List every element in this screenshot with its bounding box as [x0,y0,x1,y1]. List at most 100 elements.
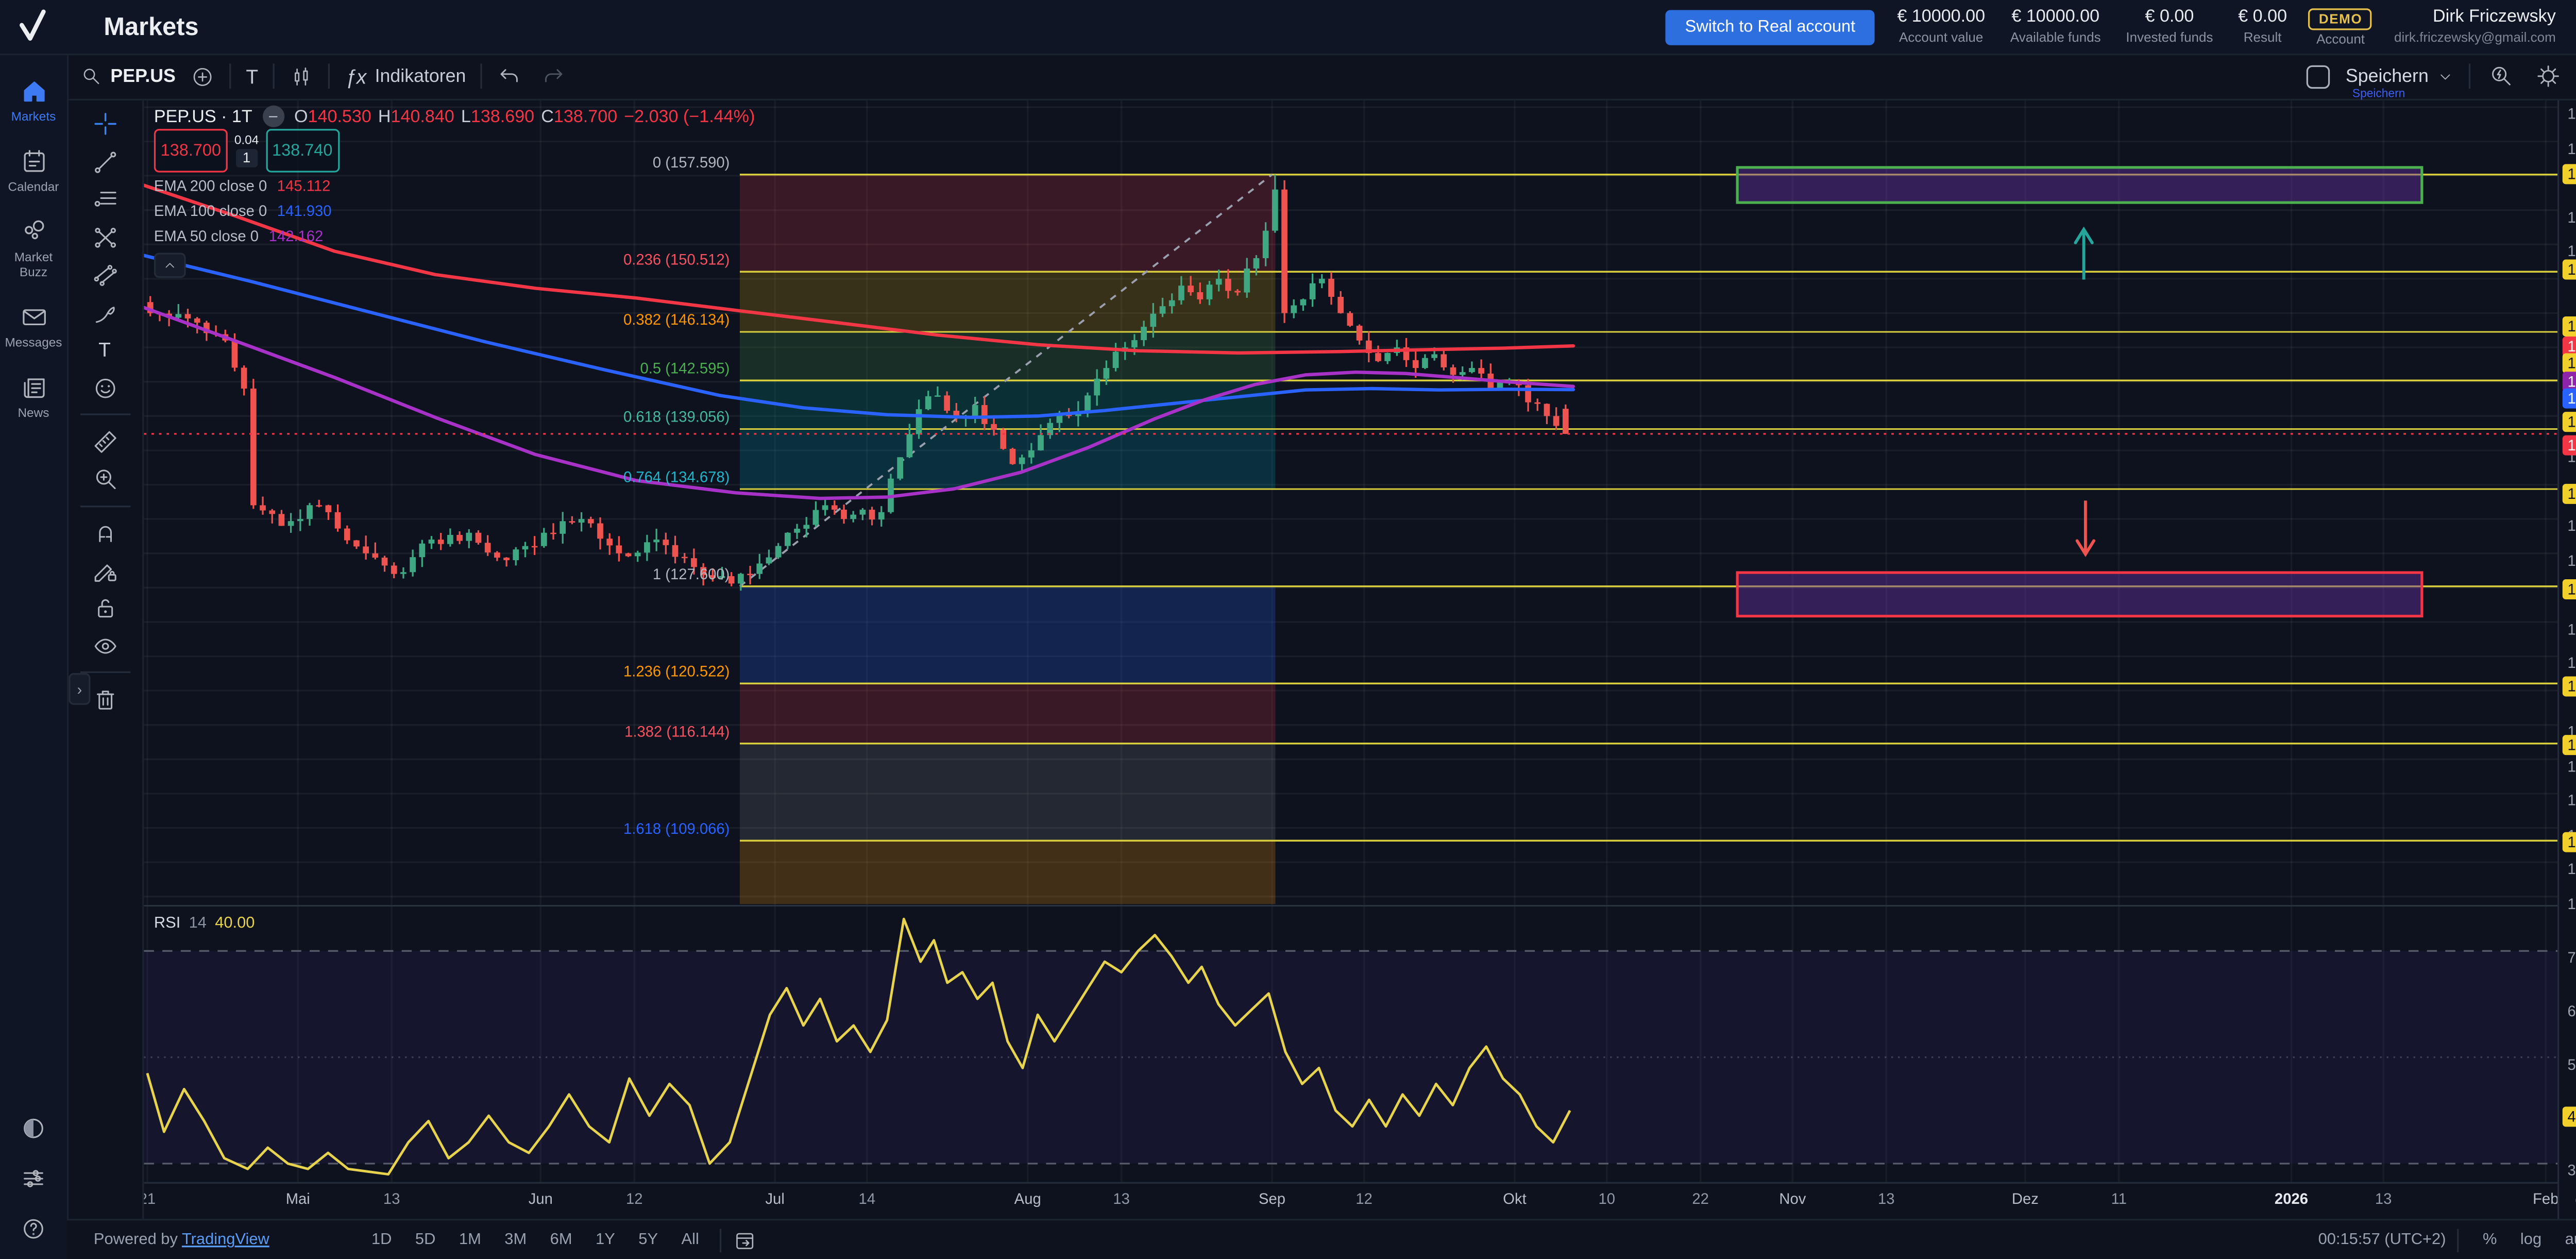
parallel-channel-tool[interactable] [86,261,123,288]
tradingview-link[interactable]: TradingView [181,1230,269,1249]
rsi-tick: 30.00 [2567,1162,2576,1179]
sidebar-item-markets[interactable]: Markets [0,77,67,124]
rsi-tick: 50.00 [2567,1055,2576,1072]
fib-level-label: 0.764 (134.678) [623,469,730,486]
ema-100-legend[interactable]: EMA 100 close 0 141.930 [154,203,332,220]
redo-button[interactable] [538,60,570,92]
range-button-1d[interactable]: 1D [363,1227,400,1252]
quick-search-button[interactable] [2485,60,2517,92]
divider [273,63,275,89]
contrast-icon[interactable] [20,1115,47,1142]
sliders-icon[interactable] [20,1165,47,1192]
log-scale-toggle[interactable]: log [2520,1230,2542,1249]
collapse-indicators-button[interactable] [154,253,186,278]
trade-buttons: 138.700 0.04 1 138.740 [154,129,340,173]
chevron-down-icon [2441,73,2450,79]
range-button-3m[interactable]: 3M [496,1227,535,1252]
sidebar-item-messages[interactable]: Messages [0,303,67,350]
time-axis-label: Jul [765,1190,785,1207]
rsi-legend[interactable]: RSI 14 40.00 [154,914,255,933]
price-badge: 134.678 [2562,483,2576,504]
clock-icon[interactable] [2572,1189,2576,1212]
redo-icon [546,69,563,82]
settings-button[interactable] [2532,60,2564,92]
price-scale[interactable]: 162.500160.000155.000152.500137.500132.5… [2557,100,2576,1219]
symbol-search[interactable]: PEP.US [80,65,176,87]
ema-50-legend[interactable]: EMA 50 close 0 142.162 [154,227,324,245]
time-axis[interactable]: 21 Mai 13 Jun 12 Jul 14 Aug 13 Sep 12 Okt 10 22 Nov 13 D… [144,1182,2558,1219]
price-chart-canvas[interactable] [144,100,2558,1182]
pitchfork-tool[interactable] [86,224,123,250]
ema-200-legend[interactable]: EMA 200 close 0 145.112 [154,177,331,194]
magnet-tool[interactable] [86,519,123,546]
spread-value: 0.04 [234,131,259,147]
compare-add-button[interactable] [188,61,217,91]
switch-to-real-button[interactable]: Switch to Real account [1665,9,1876,45]
undo-button[interactable] [495,60,527,92]
fib-level-label: 0.382 (146.134) [623,311,730,329]
range-button-5y[interactable]: 5Y [630,1227,666,1252]
time-axis-label: 13 [1113,1190,1130,1207]
change-label: −2.030 (−1.44%) [624,106,755,127]
fib-level-label: 0 (157.590) [652,154,730,172]
lock-drawings-tool[interactable] [86,594,123,621]
divider [328,63,330,89]
horizontal-line-tool[interactable] [86,186,123,213]
hide-drawings-tool[interactable] [86,632,123,659]
account-metric: € 10000.00 Account value [1897,7,1986,45]
flash-search-icon [2492,66,2511,86]
sidebar-item-market-buzz[interactable]: Market Buzz [0,217,67,280]
help-icon[interactable] [20,1216,47,1243]
quantity-value[interactable]: 1 [235,148,258,168]
clock-label[interactable]: 00:15:57 (UTC+2) [2318,1230,2446,1249]
percent-scale-toggle[interactable]: % [2482,1230,2497,1249]
auto-scale-toggle[interactable]: auto [2565,1230,2576,1249]
price-tick: 155.000 [2567,208,2576,225]
sell-button[interactable]: 138.700 [154,129,228,173]
timeframe-button[interactable]: T [243,61,262,91]
time-axis-label: Sep [1258,1190,1286,1207]
zoom-in-tool[interactable] [86,465,123,492]
account-metric: € 0.00 Invested funds [2126,7,2213,45]
plus-circle-icon [193,67,212,86]
trend-line-tool[interactable] [86,148,123,175]
emoji-tool[interactable] [86,374,123,401]
hide-instrument-icon[interactable]: – [262,105,284,127]
ohlc-values: O140.530 H140.840 L138.690 C138.700 −2.0… [294,106,755,127]
object-tree-expander[interactable]: › [69,673,91,705]
indicators-button[interactable]: ƒx Indikatoren [342,61,469,91]
save-button[interactable]: Speichern Speichern [2346,66,2454,99]
home-icon [23,81,44,102]
chart-legend: PEP.US · 1T – O140.530 H140.840 L138.690… [154,105,755,127]
buy-button[interactable]: 138.740 [265,129,340,173]
price-badge: 127.600 [2562,579,2576,600]
range-button-1m[interactable]: 1M [451,1227,489,1252]
price-badge: 150.512 [2562,259,2576,280]
measure-tool[interactable] [86,428,123,455]
chart-type-button[interactable] [286,61,316,91]
range-button-5d[interactable]: 5D [407,1227,444,1252]
bottom-toolbar: Powered by TradingView 1D 5D 1M 3M 6M 1Y 5Y All… [66,1219,2576,1259]
undo-icon [501,69,519,82]
range-button-1y[interactable]: 1Y [587,1227,623,1252]
brush-tool[interactable] [86,299,123,326]
remove-drawings-tool[interactable] [86,685,123,712]
range-button-all[interactable]: All [673,1227,707,1252]
time-axis-label: 14 [858,1190,876,1207]
sidebar-item-news[interactable]: News [0,373,67,420]
crosshair-tool[interactable] [86,110,123,137]
sidebar-item-calendar[interactable]: Calendar [0,147,67,194]
candles-icon [295,66,309,85]
demo-badge: DEMO [2309,7,2372,29]
price-tick: 112.500 [2567,792,2576,809]
save-checkbox[interactable] [2307,64,2331,88]
chart-plot-area[interactable]: PEP.US · 1T – O140.530 H140.840 L138.690… [144,100,2558,1219]
text-tool[interactable]: T [86,337,123,363]
price-tick: 125.000 [2567,620,2576,637]
divider [2468,63,2471,89]
drawing-mode-lock-tool[interactable] [86,557,123,583]
go-to-date-icon[interactable] [733,1228,756,1251]
account-summary: € 10000.00 Account value € 10000.00 Availab… [1897,7,2287,46]
range-button-6m[interactable]: 6M [541,1227,580,1252]
account-metric: € 0.00 Result [2238,7,2287,45]
